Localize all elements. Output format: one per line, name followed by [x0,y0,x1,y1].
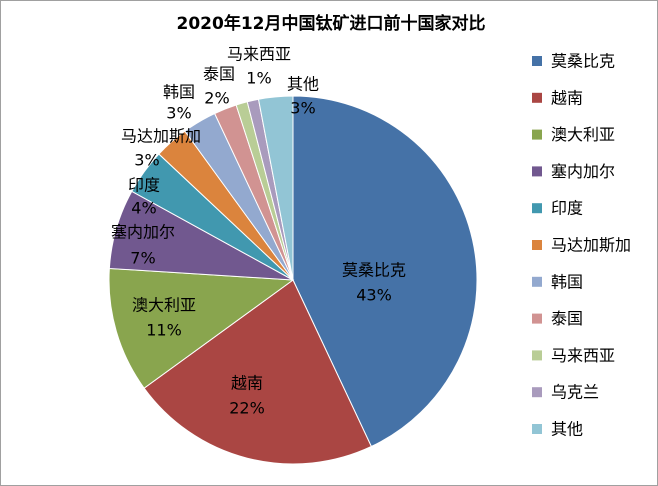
slice-label-value: 4% [131,199,156,218]
legend-swatch [532,350,542,361]
legend-swatch [532,240,542,250]
slice-label-value: 11% [146,321,182,340]
pie-slice-10 [257,95,294,281]
legend-label: 其他 [551,420,583,439]
slice-label-name: 泰国 [203,65,235,84]
pie-slice-2 [108,267,295,389]
legend-label: 马来西亚 [551,346,615,365]
legend-swatch [532,166,542,177]
legend-swatch [532,203,542,214]
legend-swatch [532,276,542,287]
legend-swatch [532,56,542,66]
legend-label: 泰国 [551,309,583,328]
pie-slice-1 [143,279,373,465]
legend-label: 韩国 [551,272,583,291]
slice-labels: 莫桑比克 43% 越南 22% 澳大利亚 11% 塞内加尔 7% 印度 4% 马达加斯加 3% 韩国 3%… [111,45,406,418]
slice-label-value: 43% [356,286,392,305]
slice-label-name: 澳大利亚 [132,296,196,315]
legend-label: 越南 [551,88,583,107]
legend-swatch [532,313,542,324]
legend-swatch [532,92,542,103]
slice-label-name: 马来西亚 [227,45,291,64]
legend-label: 澳大利亚 [551,125,615,144]
slice-label-name: 越南 [231,374,263,393]
legend-swatch [532,424,542,434]
slice-label-value: 3% [134,151,159,170]
slice-label-name: 其他 [287,75,319,94]
slice-label-value: 1% [246,69,271,88]
slice-label-name: 韩国 [163,83,195,102]
pie-slice-0 [292,95,478,448]
legend-label: 莫桑比克 [551,52,615,71]
chart-title: 2020年12月中国钛矿进口前十国家对比 [177,13,486,34]
pie-slices [108,95,478,465]
slice-label-name: 印度 [128,176,160,195]
slice-label-value: 3% [166,104,191,123]
legend-swatch [532,129,542,140]
slice-label-value: 2% [204,89,229,108]
slice-label-value: 22% [229,399,265,418]
legend-label: 乌克兰 [551,383,599,402]
slice-label-value: 3% [290,99,315,118]
slice-label-name: 塞内加尔 [111,223,175,242]
legend-swatch [532,387,542,398]
legend-label: 塞内加尔 [551,162,615,181]
legend-label: 印度 [551,199,583,218]
slice-label-name: 莫桑比克 [342,261,406,280]
legend-label: 马达加斯加 [551,236,631,255]
slice-label-name: 马达加斯加 [121,127,201,146]
slice-label-value: 7% [130,249,155,268]
